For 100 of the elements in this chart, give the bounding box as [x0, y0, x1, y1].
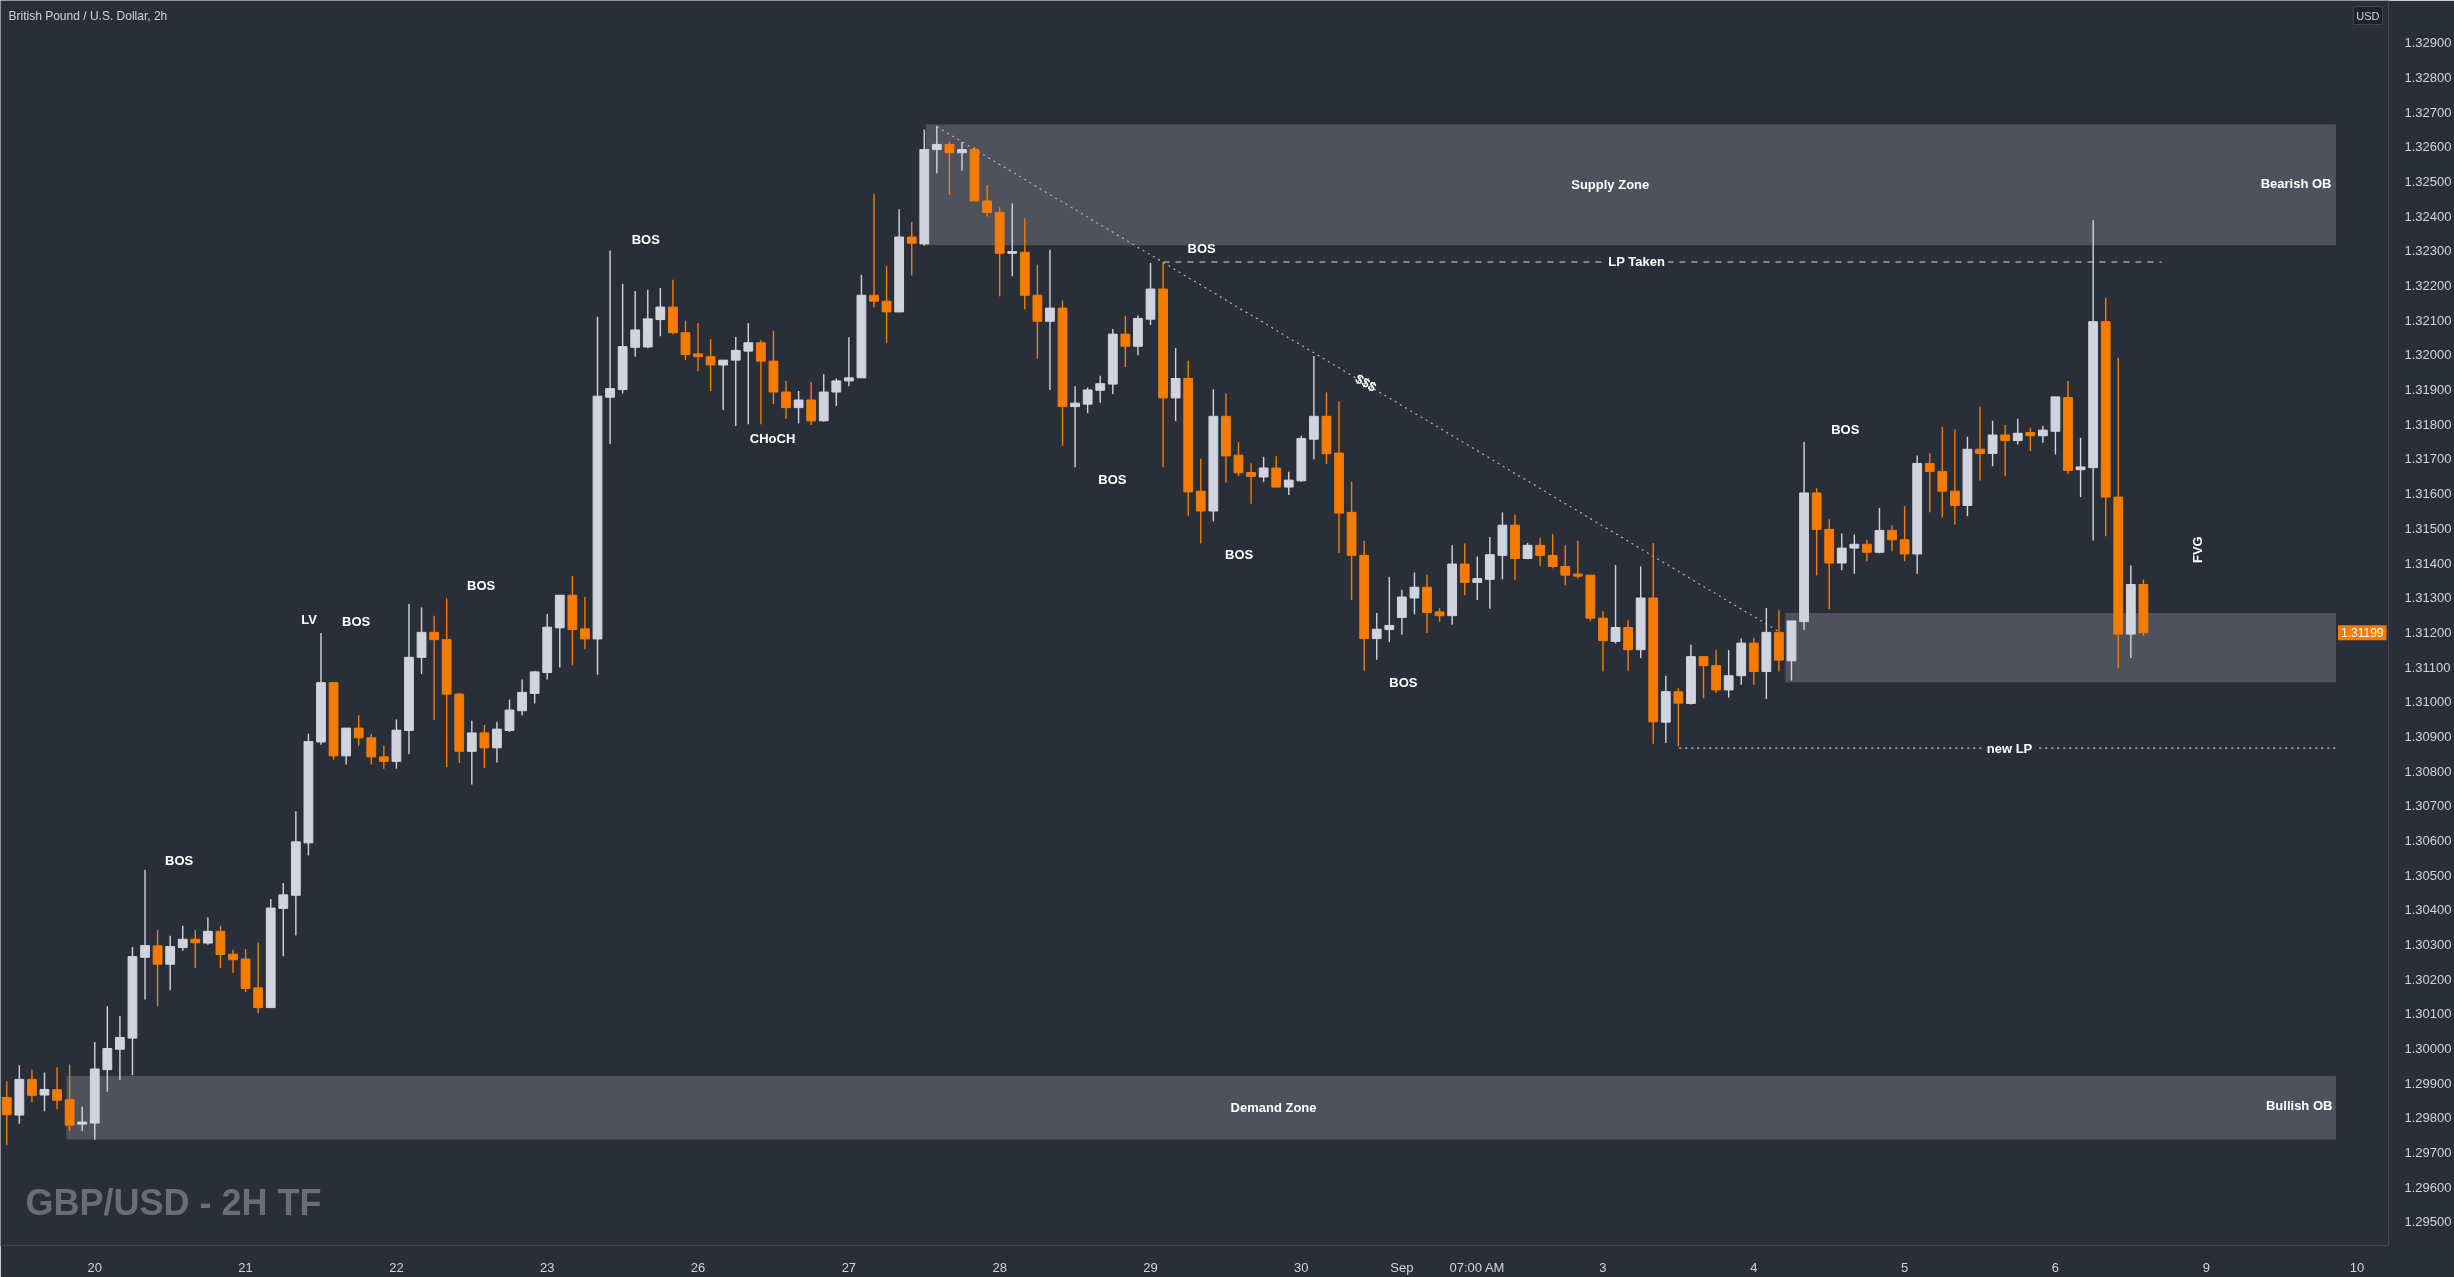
y-tick-label: 1.32100	[2404, 312, 2452, 328]
candlestick	[1045, 249, 1055, 391]
x-tick-label: 26	[690, 1259, 706, 1275]
candlestick	[831, 377, 842, 407]
y-tick-label: 1.30100	[2404, 1006, 2452, 1022]
candlestick	[228, 948, 238, 974]
x-tick-label: 21	[238, 1259, 253, 1275]
candlestick	[1283, 471, 1294, 496]
y-tick-label: 1.29600	[2404, 1179, 2452, 1195]
annotation: BOS	[631, 231, 661, 247]
y-tick-label: 1.30600	[2404, 832, 2452, 848]
x-tick-label: 4	[1750, 1259, 1758, 1275]
candlestick	[881, 265, 892, 344]
candlestick	[39, 1071, 50, 1112]
y-tick-label: 1.32600	[2404, 139, 2452, 155]
y-tick-label: 1.30500	[2404, 867, 2452, 883]
y-tick-label: 1.31100	[2404, 659, 2451, 675]
x-tick-label: 20	[87, 1259, 102, 1275]
y-tick-label: 1.32200	[2404, 278, 2452, 294]
x-tick-label: 10	[2349, 1259, 2365, 1275]
annotation: 1.31199	[2341, 626, 2384, 641]
candlestick	[1623, 619, 1634, 672]
candlestick	[1723, 649, 1734, 699]
ref-line-label: new LP	[1986, 740, 2033, 756]
candlestick	[1120, 315, 1131, 368]
candlestick	[253, 941, 264, 1014]
y-tick-label: 1.30800	[2404, 763, 2452, 779]
annotation: FVG	[2189, 536, 2205, 564]
y-tick-label: 1.31400	[2404, 555, 2452, 571]
y-tick-label: 1.30300	[2404, 936, 2452, 952]
candlestick	[693, 322, 703, 372]
text: British Pound / U.S. Dollar, 2h	[8, 8, 168, 23]
candlestick	[1170, 347, 1181, 422]
annotation: Bullish OB	[2265, 1097, 2333, 1113]
candlestick	[2025, 427, 2036, 452]
candlestick	[1535, 537, 1546, 567]
annotation: GBP/USD - 2H TF	[25, 1181, 322, 1223]
y-tick-label: 1.32000	[2404, 347, 2452, 363]
candlestick	[1698, 655, 1709, 699]
candlestick	[27, 1068, 37, 1103]
candlestick	[1887, 524, 1897, 552]
candlestick	[1610, 564, 1621, 645]
candlestick	[806, 381, 817, 426]
y-tick-label: 1.30900	[2404, 728, 2452, 744]
band-label: Demand Zone	[1230, 1100, 1317, 1116]
y-tick-label: 1.31300	[2404, 590, 2452, 606]
y-tick-label: 1.30700	[2404, 798, 2452, 814]
candlestick	[1560, 544, 1571, 586]
candlestick	[2037, 425, 2048, 444]
candlestick	[429, 615, 440, 721]
annotation: BOS	[165, 852, 194, 868]
y-tick-label: 1.32800	[2404, 69, 2452, 85]
x-tick-label: 27	[841, 1259, 857, 1275]
candlestick	[1233, 441, 1244, 478]
candlestick	[77, 1105, 88, 1132]
candlestick	[529, 670, 540, 705]
candlestick	[492, 721, 502, 764]
annotation: BOS	[1225, 546, 1254, 562]
y-tick-label: 1.32300	[2404, 243, 2452, 259]
candlestick	[2075, 437, 2086, 498]
y-axis-title: USD	[2356, 9, 2380, 22]
candlestick	[1836, 532, 1847, 571]
annotation: BOS	[341, 613, 371, 629]
candlestick	[957, 141, 967, 172]
x-tick-label: 28	[992, 1259, 1007, 1275]
candlestick	[102, 1005, 113, 1093]
candlestick	[1924, 452, 1935, 514]
candlestick	[366, 733, 377, 766]
y-tick-label: 1.31200	[2404, 624, 2452, 640]
candlestick	[1371, 612, 1382, 661]
annotation: LV	[301, 612, 318, 628]
candlestick	[177, 925, 188, 952]
candlestick	[1472, 555, 1483, 601]
candlestick	[517, 678, 527, 716]
y-tick-label: 1.29700	[2404, 1145, 2452, 1161]
candlestick	[1849, 533, 1860, 575]
candlestick	[504, 698, 515, 733]
x-tick-label: 23	[540, 1259, 555, 1275]
candlestick	[1095, 375, 1106, 404]
y-tick-label: 1.32900	[2404, 35, 2452, 51]
candlestick	[378, 745, 389, 770]
y-tick-label: 1.31900	[2404, 382, 2452, 398]
candlestick	[944, 141, 955, 196]
candlestick	[1899, 505, 1910, 562]
y-tick-label: 1.31800	[2404, 416, 2452, 432]
x-tick-label: Sep	[1390, 1259, 1414, 1275]
candlestick	[115, 1015, 125, 1081]
candlestick	[869, 193, 879, 309]
candlestick	[1459, 542, 1470, 596]
x-tick-label: 30	[1294, 1259, 1309, 1275]
x-tick-label: 5	[1901, 1259, 1909, 1275]
candlestick	[1937, 426, 1948, 519]
candlestick	[1598, 610, 1608, 673]
x-tick-label: 3	[1599, 1259, 1607, 1275]
candlestick	[190, 929, 201, 969]
candlestick	[215, 925, 226, 969]
band-label: Supply Zone	[1571, 177, 1650, 193]
candlestick	[278, 882, 289, 957]
y-tick-label: 1.29800	[2404, 1110, 2452, 1126]
candlestick	[479, 724, 490, 769]
